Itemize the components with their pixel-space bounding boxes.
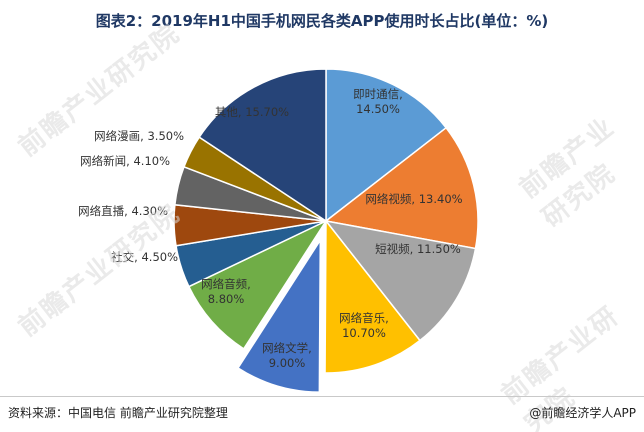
slice-label-0: 即时通信, 14.50%: [353, 87, 403, 116]
pie-slice-4: [237, 237, 322, 393]
slice-label-7: 网络直播, 4.30%: [78, 204, 168, 218]
slice-label-1: 网络视频, 13.40%: [365, 192, 462, 206]
brand-credit: @前瞻经济学人APP: [529, 406, 636, 420]
slice-label-10: 其他, 15.70%: [215, 105, 289, 119]
pie-slice-0: [325, 68, 448, 223]
pie-slice-5: [187, 219, 329, 350]
slice-label-3: 网络音乐, 10.70%: [339, 311, 389, 340]
source-note: 资料来源：中国电信 前瞻产业研究院整理: [8, 406, 228, 420]
pie-slice-2: [324, 219, 477, 342]
slice-label-6: 社交, 4.50%: [111, 250, 178, 264]
chart-title: 图表2：2019年H1中国手机网民各类APP使用时长占比(单位：%): [95, 12, 549, 30]
slice-label-5: 网络音频, 8.80%: [201, 277, 251, 306]
slice-label-4: 网络文学, 9.00%: [262, 341, 312, 370]
slice-label-2: 短视频, 11.50%: [375, 242, 461, 256]
pie-slice-1: [324, 126, 479, 250]
slice-label-8: 网络新闻, 4.10%: [80, 154, 170, 168]
footer-divider: [0, 396, 644, 397]
pie-slice-3: [324, 218, 421, 374]
slice-label-9: 网络漫画, 3.50%: [94, 129, 184, 143]
pie-slice-10: [198, 68, 327, 223]
